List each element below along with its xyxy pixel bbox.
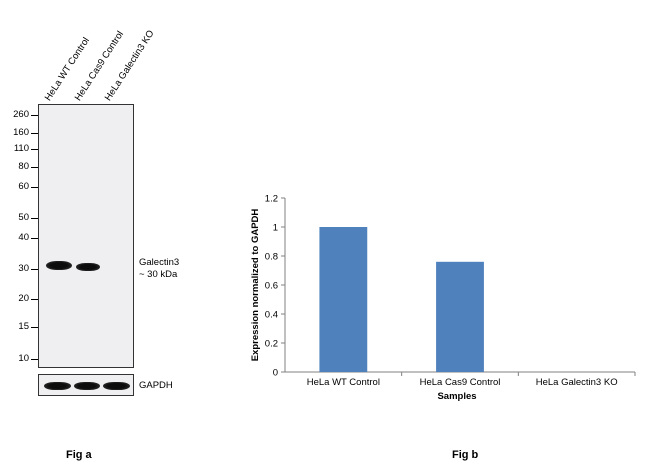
blot-main [38, 104, 134, 368]
y-tick-label: 0.6 [265, 281, 278, 292]
band-gapdh-lane-3 [103, 382, 130, 390]
mw-label-20: 20 [18, 293, 29, 304]
loading-control-label: GAPDH [139, 380, 173, 391]
mw-label-60: 60 [18, 181, 29, 192]
mw-label-260: 260 [13, 109, 29, 120]
x-tick-label: HeLa WT Control [307, 377, 380, 388]
y-tick-label: 1.2 [265, 194, 278, 205]
y-tick-label: 0.8 [265, 252, 278, 263]
fig-b-caption: Fig b [452, 449, 479, 461]
mw-label-160: 160 [13, 127, 29, 138]
y-tick-label: 0 [273, 368, 278, 379]
mw-tick [31, 115, 38, 116]
mw-tick [31, 187, 38, 188]
bar-chart: 0 0.2 0.4 0.6 0.8 1 1.2 HeLa WT Control HeLa Cas… [250, 194, 636, 402]
mw-label-10: 10 [18, 353, 29, 364]
mw-label-40: 40 [18, 232, 29, 243]
bar-chart-panel: 0 0.2 0.4 0.6 0.8 1 1.2 HeLa WT Control HeLa Cas… [240, 185, 640, 415]
mw-tick [31, 269, 38, 270]
mw-tick [31, 218, 38, 219]
target-size: ~ 30 kDa [139, 269, 178, 280]
mw-label-80: 80 [18, 161, 29, 172]
target-label: Galectin3 [139, 257, 180, 268]
y-tick-label: 0.2 [265, 339, 278, 350]
mw-tick [31, 359, 38, 360]
mw-tick [31, 133, 38, 134]
mw-tick [31, 327, 38, 328]
mw-label-15: 15 [18, 321, 29, 332]
blot-gapdh [38, 374, 134, 396]
band-gapdh-lane-1 [44, 382, 71, 390]
mw-tick [31, 238, 38, 239]
band-galectin3-lane-2 [76, 263, 100, 271]
mw-tick [31, 149, 38, 150]
y-axis-title: Expression normalized to GAPDH [250, 209, 261, 362]
x-tick-label: HeLa Galectin3 KO [536, 377, 618, 388]
band-galectin3-lane-1 [46, 261, 72, 270]
bar-1 [319, 227, 368, 372]
mw-tick [31, 167, 38, 168]
mw-tick [31, 299, 38, 300]
mw-label-110: 110 [13, 143, 29, 154]
y-tick-label: 1 [273, 223, 278, 234]
mw-label-50: 50 [18, 212, 29, 223]
bar-2 [436, 261, 484, 372]
mw-label-30: 30 [18, 263, 29, 274]
fig-a-caption: Fig a [66, 449, 92, 461]
band-gapdh-lane-2 [74, 382, 100, 390]
x-axis-title: Samples [437, 391, 476, 402]
y-tick-label: 0.4 [265, 310, 278, 321]
x-tick-label: HeLa Cas9 Control [420, 377, 501, 388]
